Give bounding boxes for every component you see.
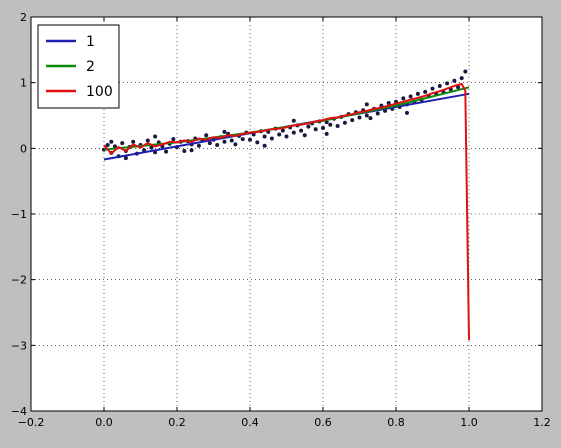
scatter-point [123,156,128,161]
scatter-point [207,141,212,146]
scatter-point [335,124,340,129]
scatter-point [291,130,296,135]
scatter-point [430,86,435,91]
scatter-point [153,134,158,139]
x-tick-label: 0.4 [241,416,259,429]
scatter-point [189,148,194,153]
scatter-point [109,139,114,144]
x-tick-label: 0.2 [168,416,186,429]
scatter-point [248,137,252,142]
scatter-point [408,94,413,99]
x-tick-label: 0.6 [314,416,332,429]
y-tick-label: −4 [11,405,27,418]
scatter-point [182,148,187,153]
scatter-point [164,149,169,154]
scatter-point [229,138,234,143]
scatter-point [149,145,154,150]
scatter-point [131,139,136,144]
y-tick-label: 1 [20,77,27,90]
x-tick-label: 0.0 [95,416,113,429]
legend-label-100: 100 [86,84,113,100]
x-tick-label: 1.0 [460,416,478,429]
scatter-point [105,143,110,148]
y-tick-label: −3 [11,339,27,352]
scatter-point [112,144,117,149]
legend: 1 2 100 [37,24,120,109]
scatter-point [262,134,267,139]
scatter-point [313,127,318,132]
scatter-point [364,113,369,118]
legend-label-1: 1 [86,34,95,50]
scatter-point [459,76,464,81]
scatter-point [284,134,289,139]
series-line-100 [103,83,470,341]
scatter-point [342,120,347,125]
scatter-point [145,138,150,143]
scatter-point [299,128,304,133]
legend-label-2: 2 [86,59,95,75]
scatter-point [280,128,285,133]
scatter-point [437,83,442,88]
y-tick-label: −1 [11,208,27,221]
scatter-point [350,118,355,123]
x-tick-label: 0.8 [387,416,405,429]
scatter-point [321,125,325,130]
scatter-point [401,96,406,101]
scatter-point [120,141,125,146]
scatter-point [456,85,461,90]
scatter-point [262,143,267,148]
scatter-point [277,132,282,137]
y-tick-label: 2 [20,11,27,24]
scatter-point [375,111,380,116]
scatter-point [368,116,373,121]
scatter-point [171,137,176,142]
scatter-point [415,91,420,96]
scatter-point [423,89,428,94]
lines-layer [103,83,470,341]
ticks-layer: −0.2 0.0 0.2 0.4 0.6 0.8 1.0 1.2 −4 −3 −2 −1 0 1 2 [11,11,551,429]
scatter-point [204,133,209,138]
scatter-point [302,133,307,138]
scatter-point [324,131,329,136]
scatter-point [306,124,311,129]
scatter-point [328,122,333,127]
scatter-point [222,129,227,134]
scatter-point [233,142,238,147]
scatter-point [357,115,362,120]
scatter-point [463,69,468,74]
y-tick-label: 0 [20,142,27,155]
x-tick-label: −0.2 [18,416,45,429]
y-tick-label: −2 [11,274,27,287]
x-tick-label: 1.2 [533,416,551,429]
scatter-point [364,102,369,107]
scatter-point [196,143,201,148]
scatter-point [240,137,245,142]
scatter-point [445,81,450,86]
scatter-point [291,118,296,123]
scatter-point [404,110,409,115]
scatter-point [269,136,274,141]
grid [31,17,542,411]
scatter-point [222,139,227,144]
scatter-point [452,78,457,83]
scatter-point [255,140,260,145]
scatter-point [215,143,220,148]
scatter-point [386,101,391,106]
